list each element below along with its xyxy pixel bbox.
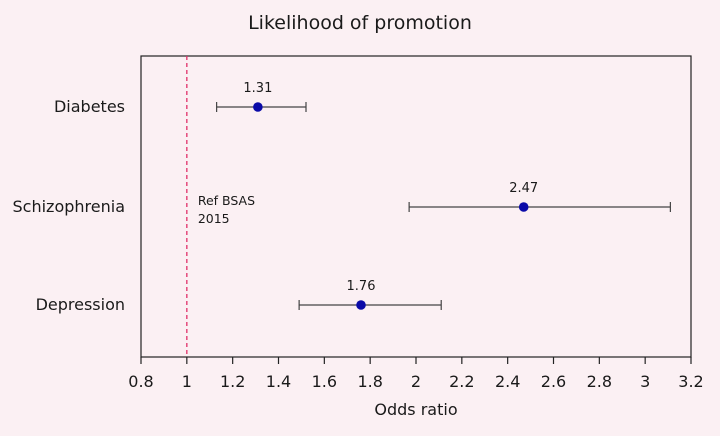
x-tick-label: 1: [182, 372, 192, 391]
data-label: 1.31: [243, 81, 272, 96]
x-tick-label: 2.4: [495, 372, 520, 391]
x-tick-label: 2.2: [449, 372, 474, 391]
chart-title: Likelihood of promotion: [248, 12, 472, 34]
x-tick-label: 2: [411, 372, 421, 391]
x-tick-label: 1.6: [312, 372, 337, 391]
data-point: [518, 202, 529, 212]
data-rows: Diabetes 1.31 Schizophrenia 2.47 Depression 1…: [13, 81, 671, 314]
category-label: Diabetes: [54, 97, 125, 116]
category-label: Depression: [36, 295, 125, 314]
x-tick-label: 3.2: [678, 372, 703, 391]
x-tick-label: 1.8: [357, 372, 382, 391]
x-tick-label: 1.4: [266, 372, 291, 391]
x-tick-label: 2.6: [541, 372, 566, 391]
data-point: [356, 300, 366, 310]
data-point: [253, 102, 263, 112]
x-tick-label: 2.8: [587, 372, 612, 391]
x-tick-label: 0.8: [128, 372, 153, 391]
data-label: 1.76: [347, 279, 376, 294]
data-label: 2.47: [509, 181, 538, 196]
x-tick-label: 3: [640, 372, 650, 391]
category-label: Schizophrenia: [13, 197, 125, 216]
x-axis-label: Odds ratio: [374, 400, 457, 419]
reference-group: Ref BSAS 2015: [186, 56, 255, 357]
x-tick-label: 1.2: [220, 372, 245, 391]
x-axis: 0.8 1 1.2 1.4 1.6 1.8 2 2.2 2.4 2.6 2.8 3 3.2: [128, 357, 704, 391]
reference-label: 2015: [198, 211, 230, 226]
reference-label: Ref BSAS: [198, 193, 255, 208]
